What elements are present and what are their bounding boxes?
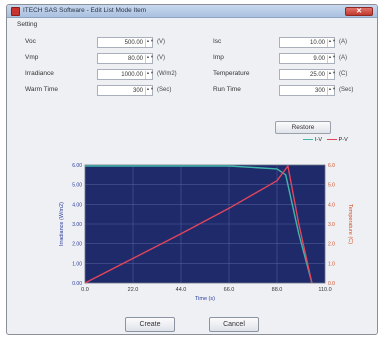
field-row-warm-time: Warm Time 300 ▲▼ (Sec) (25, 85, 185, 96)
window-title: ITECH SAS Software - Edit List Mode Item (23, 7, 147, 14)
warm-time-value: 300 (132, 87, 143, 94)
iv-chart: 0.0 22.0 44.0 66.0 88.0 110.00.00 0.01.00 1.02.… (59, 163, 353, 302)
warm-time-unit: (Sec) (157, 86, 172, 93)
run-time-input[interactable]: 300 ▲▼ (279, 85, 336, 96)
y-right-tick-label: 5.0 (328, 183, 335, 189)
imp-input[interactable]: 9.00 ▲▼ (279, 53, 336, 64)
warm-time-label: Warm Time (25, 86, 58, 93)
y-left-tick-label: 3.00 (72, 222, 82, 228)
y-left-tick-label: 2.00 (72, 242, 82, 248)
y-left-tick-label: 5.00 (72, 183, 82, 189)
x-tick-label: 66.0 (224, 287, 235, 293)
x-tick-label: 88.0 (272, 287, 283, 293)
temperature-unit: (C) (339, 70, 348, 77)
legend-swatch-iv (303, 139, 313, 141)
run-time-label: Run Time (213, 86, 241, 93)
app-icon (11, 7, 20, 16)
isc-input[interactable]: 10.00 ▲▼ (279, 37, 336, 48)
field-row-imp: Imp 9.00 ▲▼ (A) (213, 53, 369, 64)
dialog-window: ITECH SAS Software - Edit List Mode Item… (6, 4, 378, 335)
create-button[interactable]: Create (125, 317, 175, 332)
title-bar: ITECH SAS Software - Edit List Mode Item… (7, 5, 377, 18)
legend-label-pv: P-V (338, 137, 348, 143)
series-line-pv (84, 165, 313, 284)
y-left-tick-label: 0.00 (72, 281, 82, 287)
vmp-label: Vmp (25, 54, 39, 61)
restore-button[interactable]: Restore (275, 121, 331, 134)
irradiance-unit: (W/m2) (157, 70, 177, 77)
close-button[interactable]: ✕ (345, 7, 373, 16)
isc-unit: (A) (339, 38, 347, 45)
y-left-tick-label: 4.00 (72, 202, 82, 208)
field-row-irradiance: Irradiance 1000.00 ▲▼ (W/m2) (25, 69, 185, 80)
x-tick-label: 0.0 (81, 287, 89, 293)
isc-spin-icon[interactable]: ▲▼ (327, 39, 336, 47)
voc-spin-icon[interactable]: ▲▼ (145, 39, 154, 47)
x-axis-label: Time (s) (195, 296, 215, 302)
voc-unit: (V) (157, 38, 165, 45)
field-row-vmp: Vmp 80.00 ▲▼ (V) (25, 53, 185, 64)
temperature-spin-icon[interactable]: ▲▼ (327, 71, 336, 79)
y-right-tick-label: 0.0 (328, 281, 335, 287)
legend-swatch-pv (326, 139, 337, 141)
field-row-run-time: Run Time 300 ▲▼ (Sec) (213, 85, 369, 96)
legend-label-iv: I-V (315, 137, 323, 143)
x-tick-label: 22.0 (128, 287, 139, 293)
y-right-tick-label: 3.0 (328, 222, 335, 228)
x-tick-label: 110.0 (318, 287, 331, 293)
temperature-input[interactable]: 25.00 ▲▼ (279, 69, 336, 80)
x-tick-label: 44.0 (176, 287, 187, 293)
voc-input[interactable]: 500.00 ▲▼ (97, 37, 154, 48)
temperature-label: Temperature (213, 70, 250, 77)
cancel-button[interactable]: Cancel (209, 317, 259, 332)
voc-label: Voc (25, 38, 36, 45)
field-row-temperature: Temperature 25.00 ▲▼ (C) (213, 69, 369, 80)
voc-value: 500.00 (124, 39, 143, 46)
isc-value: 10.00 (309, 39, 325, 46)
y-right-tick-label: 2.0 (328, 242, 335, 248)
field-row-isc: Isc 10.00 ▲▼ (A) (213, 37, 369, 48)
irradiance-spin-icon[interactable]: ▲▼ (145, 71, 154, 79)
y-left-tick-label: 1.00 (72, 261, 82, 267)
imp-value: 9.00 (313, 55, 325, 62)
imp-spin-icon[interactable]: ▲▼ (327, 55, 336, 63)
setting-group-label: Setting (17, 21, 38, 28)
imp-unit: (A) (339, 54, 347, 61)
warm-time-spin-icon[interactable]: ▲▼ (145, 87, 154, 95)
run-time-unit: (Sec) (339, 86, 354, 93)
y-right-axis-label: Temperature (C) (347, 204, 353, 244)
run-time-spin-icon[interactable]: ▲▼ (327, 87, 336, 95)
irradiance-input[interactable]: 1000.00 ▲▼ (97, 69, 154, 80)
irradiance-value: 1000.00 (121, 71, 143, 78)
vmp-value: 80.00 (127, 55, 143, 62)
setting-group: Setting Voc 500.00 ▲▼ (V) Vmp 80.00 ▲▼ (… (17, 21, 369, 129)
vmp-input[interactable]: 80.00 ▲▼ (97, 53, 154, 64)
y-right-tick-label: 1.0 (328, 261, 335, 267)
vmp-unit: (V) (157, 54, 165, 61)
run-time-value: 300 (314, 87, 325, 94)
isc-label: Isc (213, 38, 222, 45)
vmp-spin-icon[interactable]: ▲▼ (145, 55, 154, 63)
y-left-axis-label: Irradiance (W/m2) (59, 202, 65, 246)
field-row-voc: Voc 500.00 ▲▼ (V) (25, 37, 185, 48)
series-line-iv (85, 165, 313, 284)
y-left-tick-label: 6.00 (72, 163, 82, 169)
imp-label: Imp (213, 54, 224, 61)
irradiance-label: Irradiance (25, 70, 54, 77)
y-right-tick-label: 6.0 (328, 163, 335, 169)
warm-time-input[interactable]: 300 ▲▼ (97, 85, 154, 96)
chart-legend: I-V P-V (303, 137, 348, 145)
y-right-tick-label: 4.0 (328, 202, 335, 208)
temperature-value: 25.00 (309, 71, 325, 78)
